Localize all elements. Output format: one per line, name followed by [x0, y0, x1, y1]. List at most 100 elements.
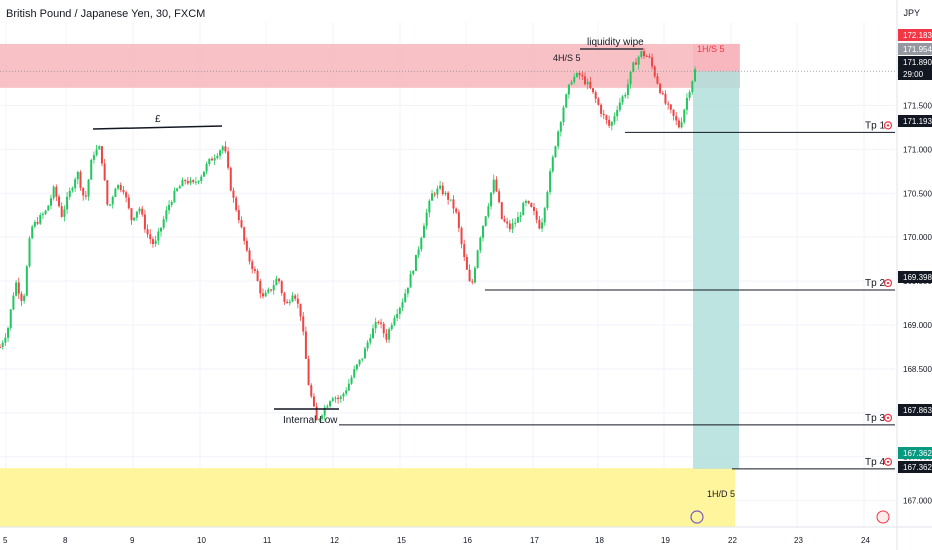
candle-body [412, 270, 415, 275]
candle-body [240, 220, 243, 228]
price-tag-value: 171.954 [903, 45, 932, 54]
candle-body [465, 257, 468, 270]
candle-body [626, 84, 629, 96]
price-tag [898, 56, 932, 80]
currency-label: JPY [903, 8, 920, 18]
candle-body [127, 197, 130, 209]
candle-body [380, 322, 383, 324]
candle-body [643, 51, 646, 56]
candle-body [648, 56, 651, 58]
candle-body [329, 401, 332, 407]
candle-body [578, 73, 581, 76]
price-tag-value: 171.193 [903, 117, 932, 126]
candle-body [455, 208, 458, 213]
candle-body [369, 338, 372, 343]
target-icon [883, 457, 893, 466]
y-tick-label: 168.500 [903, 365, 932, 374]
candle-body [624, 95, 627, 97]
candle-body [581, 75, 584, 77]
target-icon [883, 121, 893, 130]
x-tick-label: 11 [263, 536, 272, 545]
candle-body [358, 359, 361, 365]
candle-body [680, 122, 683, 128]
candle-body [245, 240, 248, 251]
candle-body [219, 150, 222, 156]
price-tag [898, 271, 932, 283]
candle-body [355, 364, 358, 370]
candle-body [109, 204, 112, 206]
candle-body [361, 358, 364, 360]
y-tick-label: 170.000 [903, 233, 932, 242]
candle-body [66, 196, 69, 210]
candle-body [388, 329, 391, 340]
tp-level-label: Tp 3 [865, 413, 885, 424]
candle-body [554, 146, 557, 158]
candle-body [307, 358, 310, 386]
price-tag-value: 167.863 [903, 406, 932, 415]
candle-body [345, 390, 348, 394]
candle-body [25, 266, 28, 296]
candle-body [546, 192, 549, 209]
candle-body [33, 221, 36, 227]
target-zone [693, 71, 739, 469]
candle-body [608, 119, 611, 126]
x-tick-label: 16 [463, 536, 472, 545]
candle-body [613, 116, 616, 122]
candle-body [288, 301, 291, 304]
x-tick-label: 22 [728, 536, 737, 545]
candle-body [616, 109, 619, 117]
x-tick-label: 5 [3, 536, 8, 545]
tp-level-label: Tp 2 [865, 278, 885, 289]
candle-body [664, 94, 667, 104]
price-tag [898, 29, 932, 41]
candle-body [685, 97, 688, 110]
candle-body [691, 81, 694, 93]
candle-body [253, 269, 256, 271]
candle-body [103, 163, 106, 181]
candle-body [202, 171, 205, 177]
y-tick-label: 167.000 [903, 497, 932, 506]
candle-body [441, 185, 444, 195]
candle-body [0, 346, 1, 348]
zone-1h-demand-label: 1H/D 5 [707, 489, 735, 499]
candle-body [495, 179, 498, 192]
target-icon [886, 124, 890, 127]
candle-body [165, 210, 168, 220]
price-tag-value: 169.398 [903, 273, 932, 282]
candle-body [532, 206, 535, 212]
candle-body [637, 56, 640, 65]
price-tag [898, 43, 932, 55]
candle-body [122, 190, 125, 193]
candle-body [471, 281, 474, 283]
candle-body [310, 385, 313, 397]
candle-body [125, 192, 128, 198]
candle-body [694, 69, 696, 82]
candle-body [524, 200, 527, 203]
candle-body [261, 293, 264, 297]
price-tag [898, 447, 932, 459]
candle-body [645, 55, 648, 57]
target-icon [883, 278, 893, 288]
candle-body [200, 176, 203, 182]
candle-body [530, 203, 533, 207]
candle-body [181, 180, 184, 187]
candle-body [618, 102, 621, 110]
candle-body [575, 73, 578, 77]
x-tick-label: 24 [861, 536, 870, 545]
candle-body [4, 337, 7, 343]
candle-body [334, 397, 337, 399]
candle-body [280, 281, 283, 293]
candle-body [243, 227, 246, 241]
x-tick-label: 19 [661, 536, 670, 545]
candle-body [592, 88, 595, 93]
candle-body [337, 397, 340, 399]
candle-body [90, 159, 93, 180]
stop-zone [693, 43, 739, 72]
x-tick-label: 23 [794, 536, 803, 545]
candle-body [74, 179, 77, 189]
candle-body [594, 92, 597, 99]
candle-body [476, 250, 479, 268]
candle-body [498, 191, 501, 203]
candle-body [232, 190, 235, 198]
